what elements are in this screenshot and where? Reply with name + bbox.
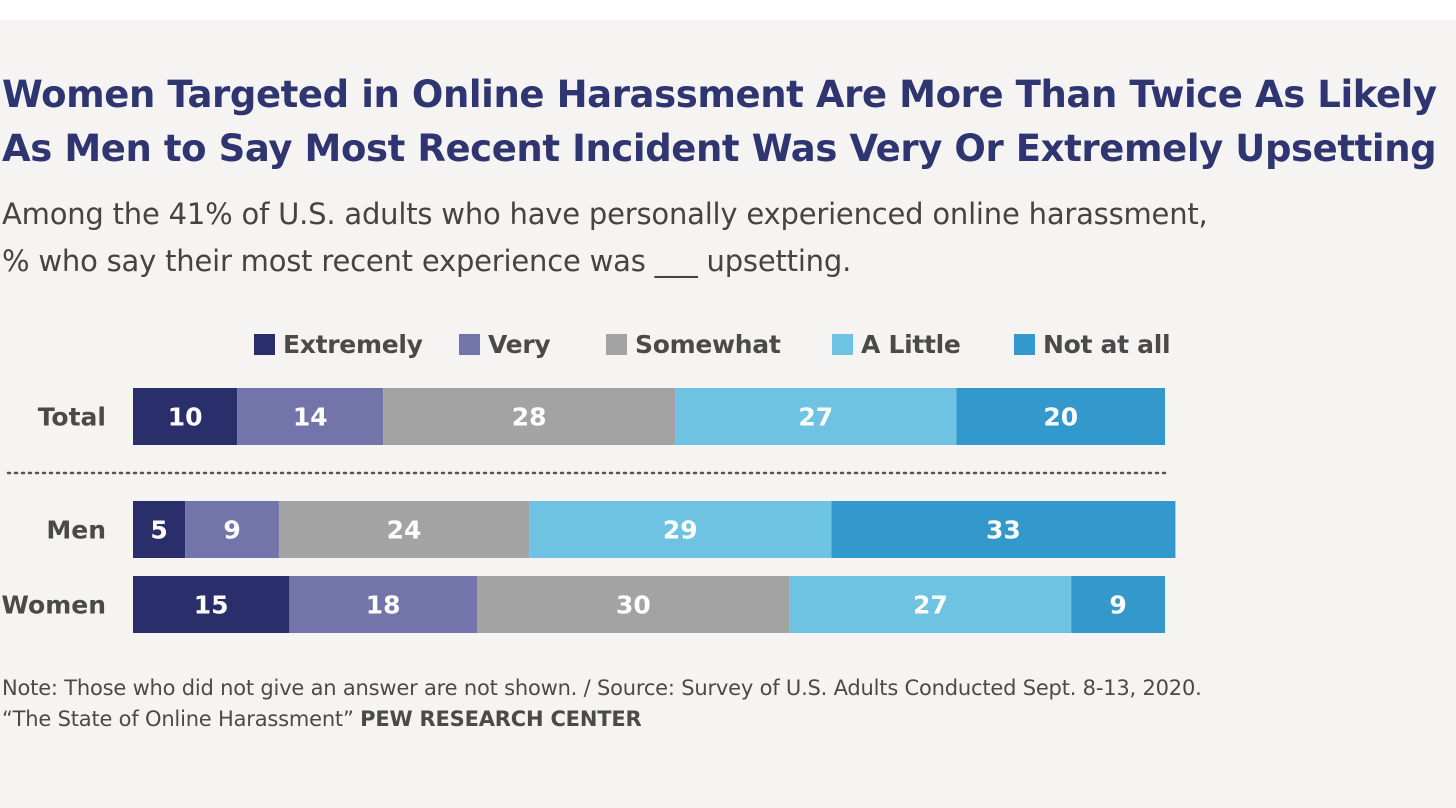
note-report-title: “The State of Online Harassment”: [2, 707, 354, 731]
data-label-total-very: 14: [293, 403, 328, 432]
bar-segment-men-a-little: [529, 501, 832, 558]
legend-swatch-extremely: [254, 333, 275, 355]
bar-segment-total-extremely: [133, 388, 238, 445]
bar-segment-women-not-at-all: [1071, 576, 1165, 633]
legend-item-not-at-all: Not at all: [1014, 324, 1171, 364]
data-label-women-somewhat: 30: [616, 591, 651, 620]
bar-segment-total-very: [237, 388, 384, 445]
chart-legend: Extremely Very Somewhat A Little Not at all: [0, 324, 1200, 364]
chart-title: Women Targeted in Online Harassment Are …: [2, 73, 1437, 170]
data-label-total-extremely: 10: [168, 403, 203, 432]
data-label-men-very: 9: [223, 516, 240, 545]
legend-item-somewhat: Somewhat: [606, 324, 781, 364]
legend-item-a-little: A Little: [832, 324, 961, 364]
legend-label-a-little: A Little: [861, 329, 961, 359]
legend-label-somewhat: Somewhat: [635, 329, 781, 359]
category-label-total: Total: [38, 403, 106, 432]
data-label-total-not-at-all: 20: [1043, 403, 1078, 432]
data-label-women-extremely: 15: [194, 591, 229, 620]
bar-row-men: Men 5 9 24 29 33: [46, 501, 1176, 558]
legend-swatch-somewhat: [606, 333, 627, 355]
bar-segment-men-very: [185, 501, 279, 558]
legend-label-extremely: Extremely: [283, 329, 423, 359]
legend-item-very: Very: [459, 324, 551, 364]
note-source-line: Note: Those who did not give an answer a…: [2, 676, 1202, 700]
bar-segment-women-very: [289, 576, 477, 633]
data-label-women-a-little: 27: [913, 591, 948, 620]
bar-segment-men-extremely: [133, 501, 186, 558]
bar-segment-women-extremely: [133, 576, 290, 633]
data-label-total-somewhat: 28: [512, 403, 547, 432]
chart-note: Note: Those who did not give an answer a…: [2, 673, 1442, 735]
legend-item-extremely: Extremely: [254, 324, 423, 364]
bar-segment-women-a-little: [789, 576, 1072, 633]
legend-swatch-not-at-all: [1014, 333, 1035, 355]
data-label-women-not-at-all: 9: [1109, 591, 1126, 620]
data-label-men-not-at-all: 33: [986, 516, 1021, 545]
data-label-women-very: 18: [366, 591, 401, 620]
bar-segment-women-somewhat: [477, 576, 790, 633]
legend-label-not-at-all: Not at all: [1043, 329, 1171, 359]
legend-label-very: Very: [488, 329, 551, 359]
bar-segment-men-not-at-all: [831, 501, 1176, 558]
bar-row-total: Total 10 14 28 27 20: [38, 388, 1165, 445]
data-label-men-a-little: 29: [663, 516, 698, 545]
top-strip: [0, 0, 1456, 20]
bar-row-women: Women 15 18 30 27 9: [1, 576, 1165, 633]
data-label-men-extremely: 5: [150, 516, 167, 545]
bar-segment-total-somewhat: [383, 388, 676, 445]
organization-name: PEW RESEARCH CENTER: [360, 707, 642, 731]
legend-swatch-a-little: [832, 333, 853, 355]
category-label-women: Women: [1, 591, 106, 620]
data-label-total-a-little: 27: [798, 403, 833, 432]
chart-subtitle: Among the 41% of U.S. adults who have pe…: [2, 197, 1208, 278]
data-label-men-somewhat: 24: [387, 516, 422, 545]
bar-segment-total-not-at-all: [956, 388, 1165, 445]
bar-segment-men-somewhat: [278, 501, 530, 558]
category-label-men: Men: [46, 516, 106, 545]
bar-segment-total-a-little: [675, 388, 957, 445]
legend-swatch-very: [459, 333, 480, 355]
